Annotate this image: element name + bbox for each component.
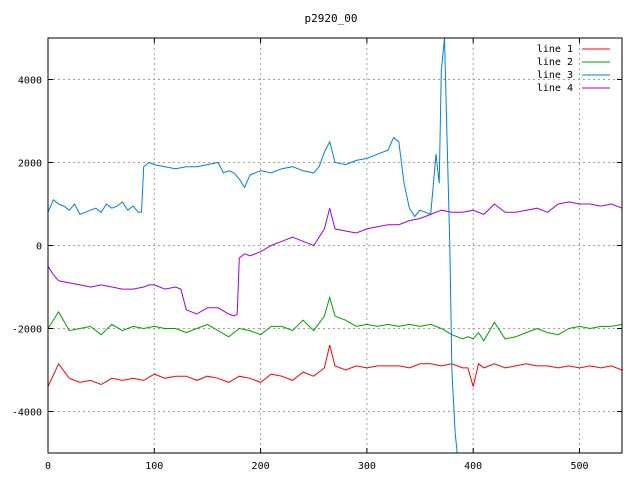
y-tick-label: -2000: [12, 325, 42, 336]
y-tick-label: 0: [36, 242, 42, 253]
legend-label: line 2: [537, 57, 573, 68]
x-tick-label: 0: [45, 461, 51, 472]
series-line-3: [48, 38, 458, 453]
y-tick-label: 4000: [18, 76, 42, 87]
x-tick-label: 500: [570, 461, 588, 472]
legend-label: line 1: [537, 44, 573, 55]
chart-title: p2920_00: [305, 12, 358, 25]
series-lines: [48, 38, 622, 453]
x-tick-label: 400: [464, 461, 482, 472]
x-tick-label: 300: [358, 461, 376, 472]
y-tick-label: -4000: [12, 408, 42, 419]
y-tick-label: 2000: [18, 159, 42, 170]
axis-ticks: 0 100 200 300 400 500 -4000 -2000 0 2000 4000: [12, 38, 622, 472]
series-line-1: [48, 344, 622, 387]
series-line-4: [48, 201, 622, 317]
grid: [48, 38, 622, 453]
x-tick-label: 100: [145, 461, 163, 472]
x-tick-label: 200: [252, 461, 270, 472]
legend: line 1 line 2 line 3 line 4: [537, 44, 610, 94]
series-line-2: [48, 295, 622, 342]
legend-label: line 4: [537, 83, 573, 94]
legend-label: line 3: [537, 70, 573, 81]
